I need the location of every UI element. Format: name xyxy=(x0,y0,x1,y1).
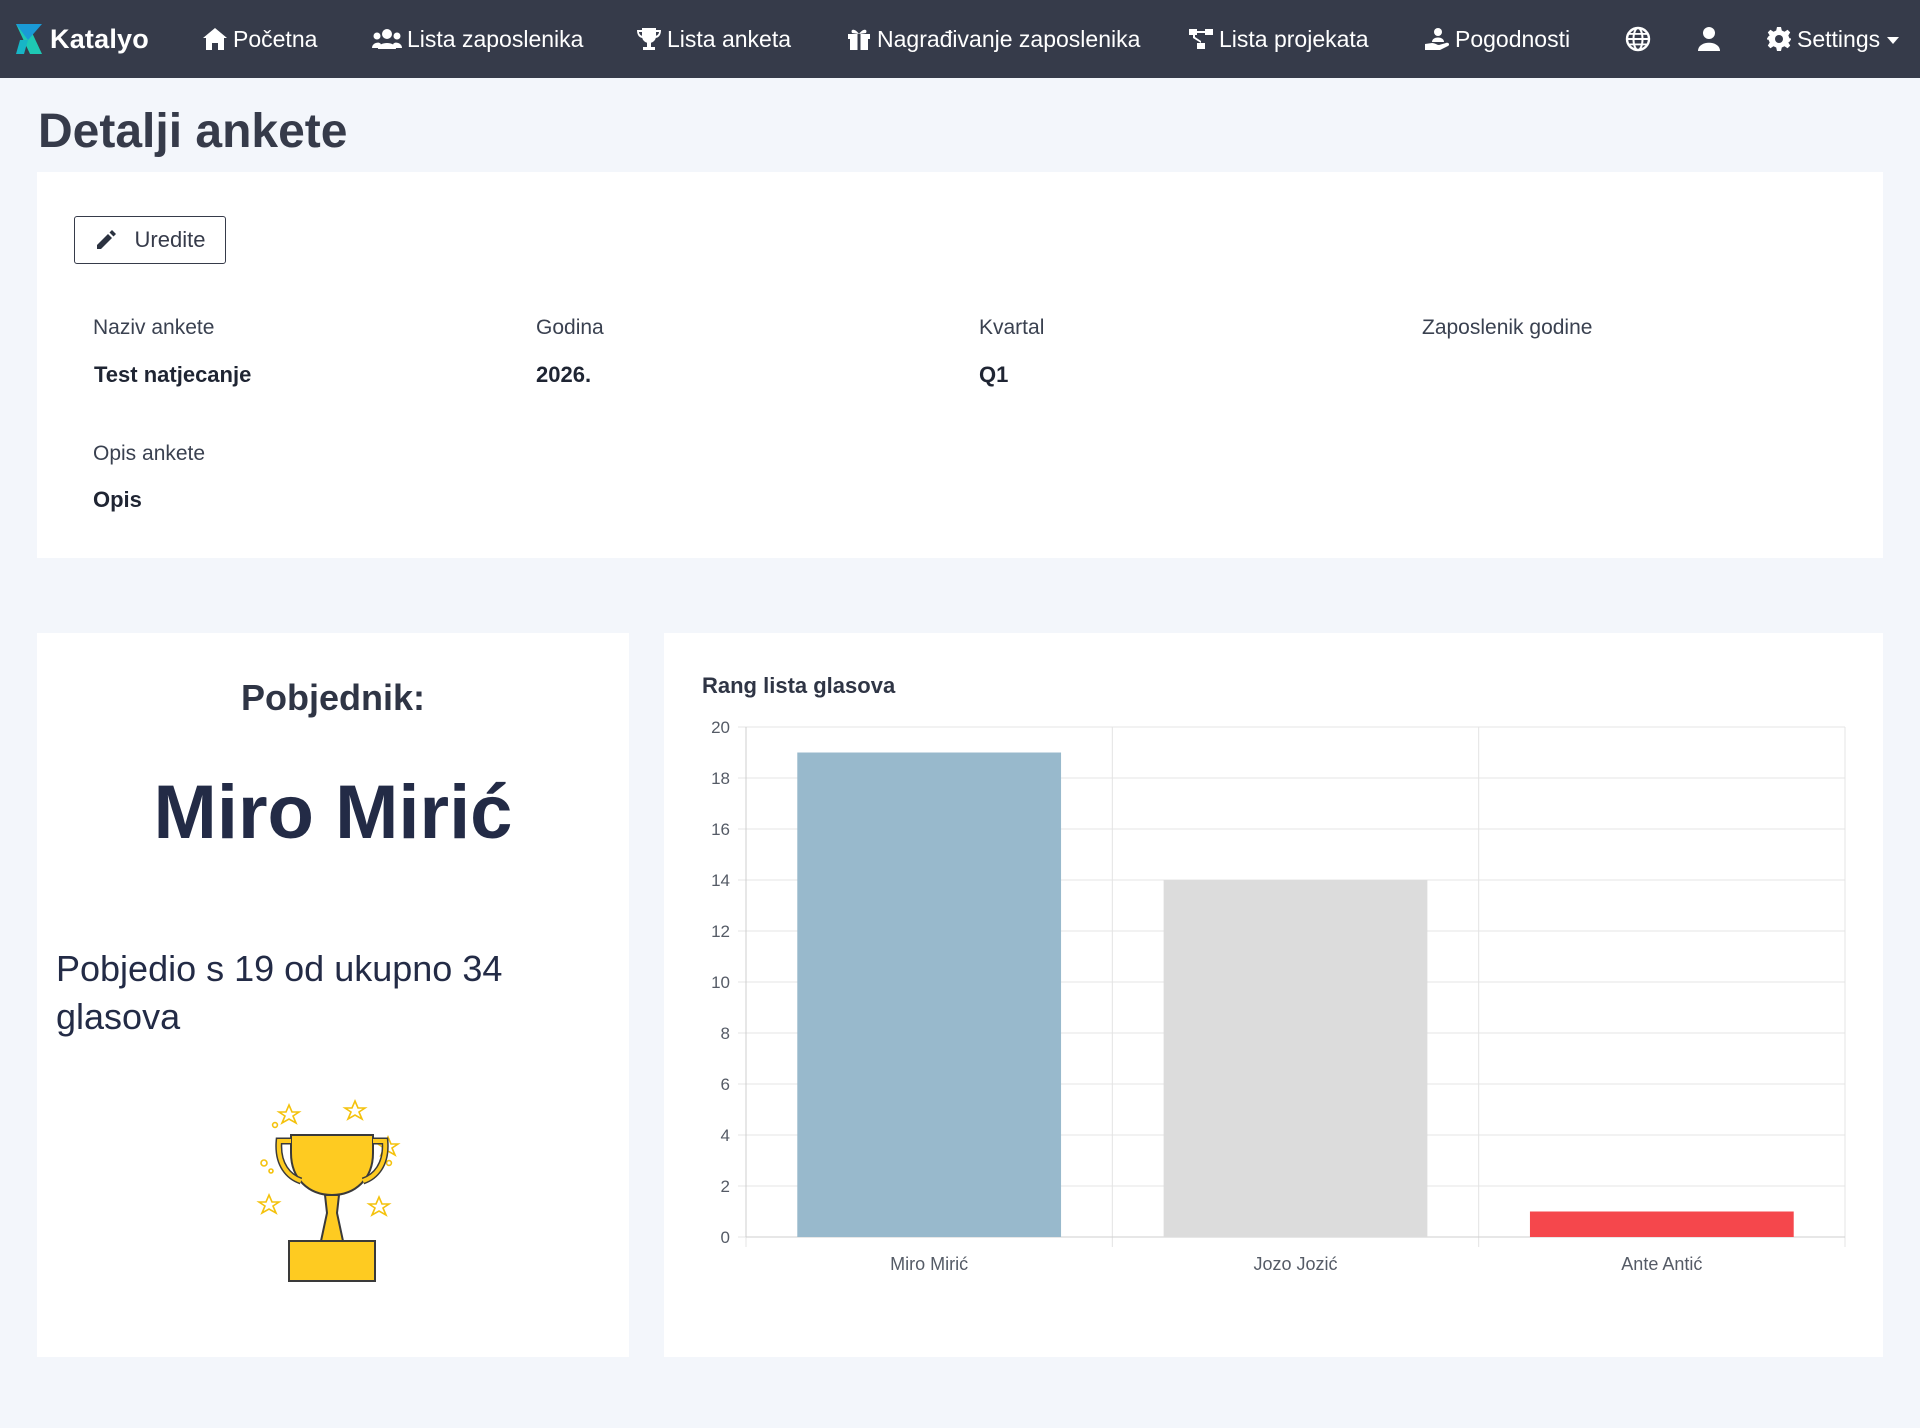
winner-heading: Pobjednik: xyxy=(240,677,425,718)
katalyo-logo-icon xyxy=(16,24,42,54)
y-tick-label: 14 xyxy=(711,871,730,890)
quarter-label: Kvartal xyxy=(979,316,1045,339)
employee-of-year-label: Zaposlenik godine xyxy=(1422,316,1593,339)
nav-item-pocetna[interactable]: Početna xyxy=(202,22,317,56)
chevron-down-icon xyxy=(1887,37,1900,44)
y-tick-label: 4 xyxy=(721,1126,730,1145)
language-button[interactable] xyxy=(1623,24,1653,54)
winner-name: Miro Mirić xyxy=(153,770,513,855)
hand-holding-user-icon xyxy=(1425,28,1450,50)
y-tick-label: 16 xyxy=(711,820,730,839)
trophy-illustration-icon xyxy=(256,1098,401,1282)
description-value: Opis xyxy=(93,487,142,512)
y-tick-label: 10 xyxy=(711,973,730,992)
survey-name-label: Naziv ankete xyxy=(93,316,215,339)
users-icon xyxy=(372,29,402,49)
pencil-icon xyxy=(96,230,116,249)
brand-logo[interactable]: Katalyo xyxy=(16,20,149,58)
nav-item-label: Početna xyxy=(233,25,318,52)
settings-menu[interactable]: Settings xyxy=(1766,22,1900,56)
y-tick-label: 18 xyxy=(711,769,730,788)
y-tick-label: 12 xyxy=(711,922,730,941)
x-category-label: Jozo Jozić xyxy=(1253,1254,1337,1274)
y-tick-label: 20 xyxy=(711,718,730,737)
year-value: 2026. xyxy=(536,362,592,387)
chart-title: Rang lista glasova xyxy=(702,673,896,698)
edit-button-label: Uredite xyxy=(134,227,206,252)
nav-item-label: Lista projekata xyxy=(1219,25,1369,52)
sitemap-icon xyxy=(1189,29,1213,49)
trophy-icon xyxy=(637,28,661,50)
gear-icon xyxy=(1767,27,1791,51)
brand-name: Katalyo xyxy=(50,23,149,54)
survey-details-card: Uredite Naziv ankete Test natjecanje God… xyxy=(37,172,1883,558)
y-tick-label: 0 xyxy=(721,1228,730,1247)
bar-2 xyxy=(1163,880,1428,1237)
winner-summary: Pobjedio s 19 od ukupno 34 glasova xyxy=(56,948,503,1037)
gift-icon xyxy=(848,29,870,50)
top-navbar: Katalyo Početna Lista zaposlenika Lista … xyxy=(0,0,1920,78)
edit-button[interactable]: Uredite xyxy=(74,216,226,264)
page-title: Detalji ankete xyxy=(38,105,348,158)
year-label: Godina xyxy=(536,316,604,339)
y-tick-label: 8 xyxy=(721,1024,730,1043)
vote-bar-chart: 0 2 4 6 8 10 12 14 16 18 20 Miro Mirić Jozo Jozić Ant… xyxy=(711,718,1846,1274)
nav-item-label: Pogodnosti xyxy=(1455,25,1571,52)
nav-item-nagradivanje[interactable]: Nagrađivanje zaposlenika xyxy=(846,22,1140,56)
nav-item-label: Lista zaposlenika xyxy=(407,25,584,52)
bar-3 xyxy=(1529,1211,1794,1237)
x-category-label: Miro Mirić xyxy=(890,1254,968,1274)
user-profile-button[interactable] xyxy=(1694,24,1724,54)
globe-icon xyxy=(1625,26,1651,52)
home-icon xyxy=(203,28,227,50)
nav-item-lista-projekata[interactable]: Lista projekata xyxy=(1188,22,1369,56)
bar-1 xyxy=(797,752,1062,1237)
user-icon xyxy=(1698,27,1720,51)
x-category-label: Ante Antić xyxy=(1621,1254,1702,1274)
quarter-value: Q1 xyxy=(979,362,1009,387)
nav-item-lista-zaposlenika[interactable]: Lista zaposlenika xyxy=(372,22,583,56)
nav-item-label: Nagrađivanje zaposlenika xyxy=(877,25,1141,52)
vote-ranking-chart-card: Rang lista glasova 0 2 4 6 8 10 12 14 16 18 20 Miro… xyxy=(664,633,1883,1357)
nav-item-pogodnosti[interactable]: Pogodnosti xyxy=(1424,22,1570,56)
nav-item-label: Lista anketa xyxy=(667,25,792,52)
y-tick-label: 2 xyxy=(721,1177,730,1196)
survey-name-value: Test natjecanje xyxy=(94,362,252,387)
winner-card: Pobjednik: Miro Mirić Pobjedio s 19 od u… xyxy=(37,633,629,1357)
settings-label: Settings xyxy=(1797,25,1881,52)
nav-item-lista-anketa[interactable]: Lista anketa xyxy=(636,22,791,56)
y-tick-label: 6 xyxy=(721,1075,730,1094)
description-label: Opis ankete xyxy=(93,442,206,465)
